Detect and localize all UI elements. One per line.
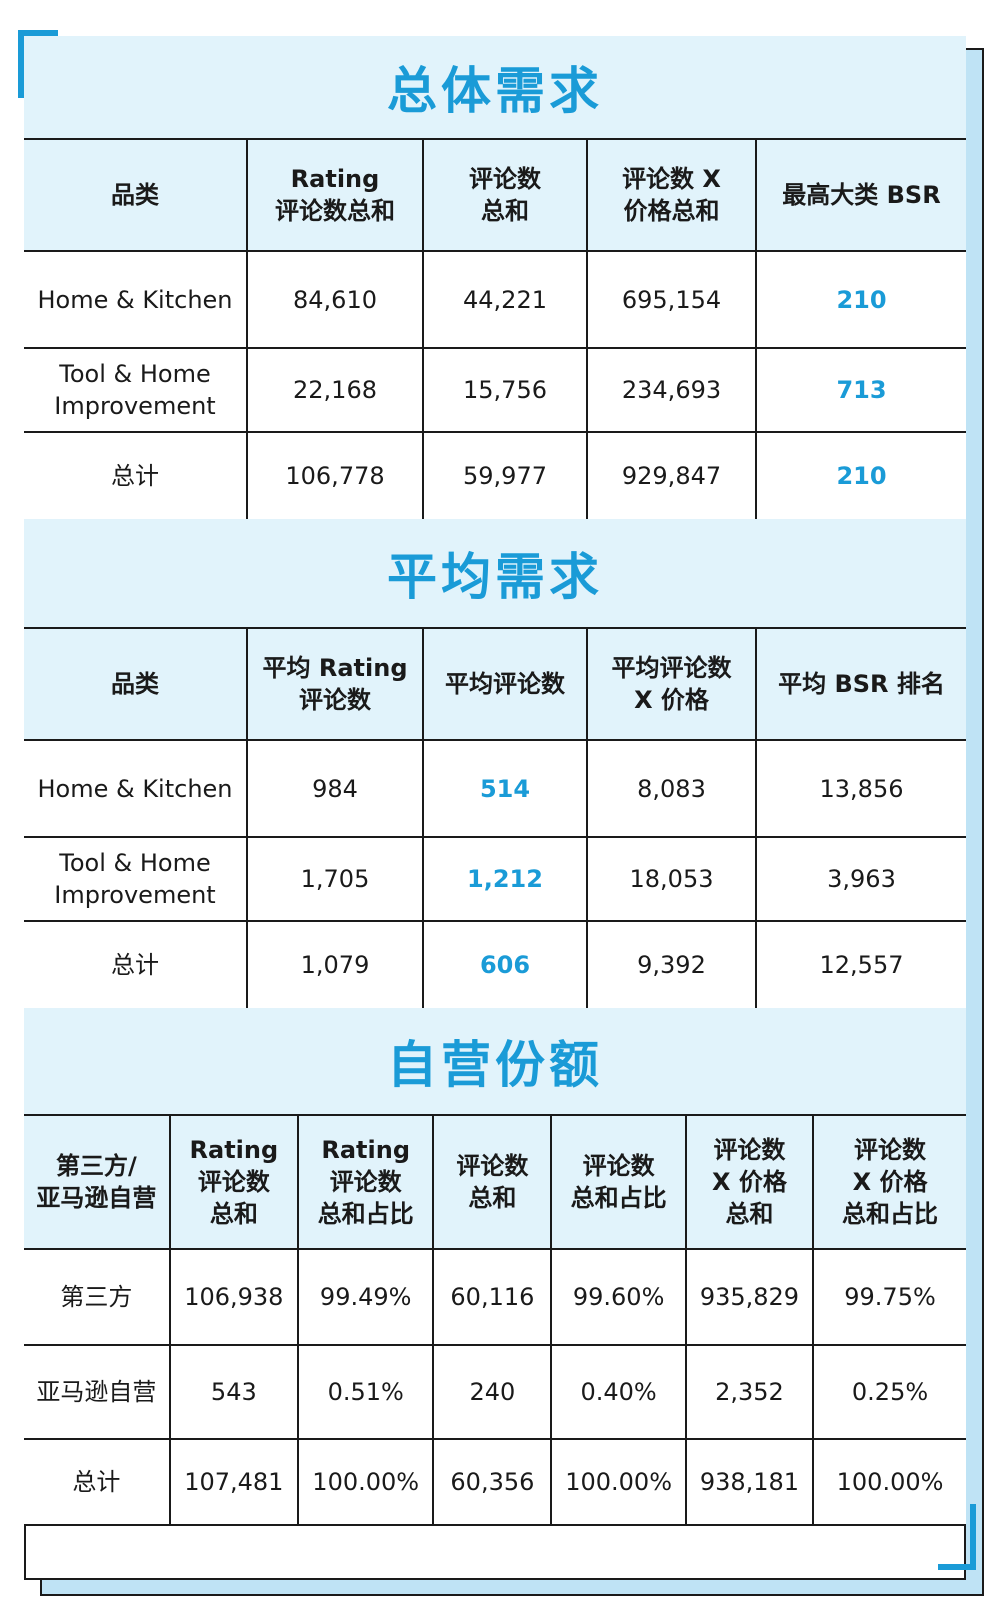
table-header-row: 第三方/ 亚马逊自营 Rating 评论数 总和 Rating 评论数 总和占比…	[24, 1114, 966, 1250]
corner-bracket-top-left	[18, 30, 58, 98]
corner-bracket-bottom-right	[938, 1504, 976, 1570]
column-header: 第三方/ 亚马逊自营	[24, 1114, 171, 1250]
column-header: 品类	[24, 627, 248, 741]
table-cell: 12,557	[755, 920, 966, 1010]
seller-type-cell: 第三方	[24, 1248, 171, 1346]
table-cell: 107,481	[168, 1438, 299, 1526]
seller-type-cell: 亚马逊自营	[24, 1344, 171, 1440]
highlight-cell: 514	[422, 739, 588, 838]
table-header-row: 品类 平均 Rating 评论数 平均评论数 平均评论数 X 价格 平均 BSR…	[24, 627, 966, 741]
column-header: 评论数 总和占比	[550, 1114, 687, 1250]
overall-demand-table: 品类 Rating 评论数总和 评论数 总和 评论数 X 价格总和 最高大类 B…	[24, 138, 966, 521]
highlight-cell: 210	[755, 250, 966, 349]
table-row: Tool & Home Improvement 1,705 1,212 18,0…	[24, 836, 966, 922]
table-row: Tool & Home Improvement 22,168 15,756 23…	[24, 347, 966, 433]
category-cell: 总计	[24, 431, 248, 521]
column-header: Rating 评论数 总和占比	[296, 1114, 435, 1250]
table-cell: 22,168	[246, 347, 424, 433]
column-header: 评论数 X 价格总和	[586, 138, 757, 252]
table-cell: 99.75%	[812, 1248, 966, 1346]
table-cell: 99.60%	[550, 1248, 687, 1346]
table-row-total: 总计 1,079 606 9,392 12,557	[24, 920, 966, 1010]
highlight-cell: 606	[422, 920, 588, 1010]
table-cell: 240	[432, 1344, 553, 1440]
category-cell: 总计	[24, 920, 248, 1010]
table-row: Home & Kitchen 84,610 44,221 695,154 210	[24, 250, 966, 349]
table-cell: 99.49%	[296, 1248, 435, 1346]
category-cell: Tool & Home Improvement	[24, 347, 248, 433]
table-cell: 18,053	[586, 836, 757, 922]
section-title-self-operated-share: 自营份额	[387, 1036, 603, 1094]
table-cell: 695,154	[586, 250, 757, 349]
column-header: 评论数 总和	[432, 1114, 553, 1250]
average-demand-table: 品类 平均 Rating 评论数 平均评论数 平均评论数 X 价格 平均 BSR…	[24, 627, 966, 1010]
table-cell: 44,221	[422, 250, 588, 349]
table-cell: 929,847	[586, 431, 757, 521]
table-cell: 0.40%	[550, 1344, 687, 1440]
section-title-average-demand: 平均需求	[387, 548, 603, 606]
table-cell: 100.00%	[550, 1438, 687, 1526]
highlight-cell: 1,212	[422, 836, 588, 922]
column-header: Rating 评论数总和	[246, 138, 424, 252]
section-header-overall-demand: 总体需求	[24, 36, 966, 140]
table-row: 第三方 106,938 99.49% 60,116 99.60% 935,829…	[24, 1248, 966, 1346]
column-header: 平均 Rating 评论数	[246, 627, 424, 741]
table-cell: 1,705	[246, 836, 424, 922]
table-cell: 60,116	[432, 1248, 553, 1346]
table-cell: 1,079	[246, 920, 424, 1010]
column-header: 平均评论数	[422, 627, 588, 741]
table-cell: 100.00%	[296, 1438, 435, 1526]
table-cell: 984	[246, 739, 424, 838]
table-header-row: 品类 Rating 评论数总和 评论数 总和 评论数 X 价格总和 最高大类 B…	[24, 138, 966, 252]
table-cell: 15,756	[422, 347, 588, 433]
table-cell: 100.00%	[812, 1438, 966, 1526]
table-cell: 3,963	[755, 836, 966, 922]
table-cell: 543	[168, 1344, 299, 1440]
column-header: 评论数 总和	[422, 138, 588, 252]
table-cell: 106,938	[168, 1248, 299, 1346]
section-header-average-demand: 平均需求	[24, 519, 966, 629]
table-row: Home & Kitchen 984 514 8,083 13,856	[24, 739, 966, 838]
table-cell: 106,778	[246, 431, 424, 521]
seller-type-cell: 总计	[24, 1438, 171, 1526]
table-cell: 8,083	[586, 739, 757, 838]
table-cell: 60,356	[432, 1438, 553, 1526]
highlight-cell: 210	[755, 431, 966, 521]
column-header: 评论数 X 价格 总和占比	[812, 1114, 966, 1250]
table-cell: 13,856	[755, 739, 966, 838]
table-cell: 0.51%	[296, 1344, 435, 1440]
table-cell: 84,610	[246, 250, 424, 349]
category-cell: Tool & Home Improvement	[24, 836, 248, 922]
table-cell: 0.25%	[812, 1344, 966, 1440]
table-cell: 59,977	[422, 431, 588, 521]
section-header-self-operated-share: 自营份额	[24, 1008, 966, 1116]
table-row-total: 总计 106,778 59,977 929,847 210	[24, 431, 966, 521]
column-header: 平均 BSR 排名	[755, 627, 966, 741]
category-cell: Home & Kitchen	[24, 250, 248, 349]
table-row: 亚马逊自营 543 0.51% 240 0.40% 2,352 0.25%	[24, 1344, 966, 1440]
table-cell: 234,693	[586, 347, 757, 433]
column-header: 最高大类 BSR	[755, 138, 966, 252]
table-row-total: 总计 107,481 100.00% 60,356 100.00% 938,18…	[24, 1438, 966, 1526]
column-header: 品类	[24, 138, 248, 252]
table-cell: 938,181	[684, 1438, 815, 1526]
column-header: 平均评论数 X 价格	[586, 627, 757, 741]
self-operated-share-table: 第三方/ 亚马逊自营 Rating 评论数 总和 Rating 评论数 总和占比…	[24, 1114, 966, 1526]
highlight-cell: 713	[755, 347, 966, 433]
column-header: 评论数 X 价格 总和	[684, 1114, 815, 1250]
table-cell: 2,352	[684, 1344, 815, 1440]
section-title-overall-demand: 总体需求	[387, 62, 603, 120]
column-header: Rating 评论数 总和	[168, 1114, 299, 1250]
category-cell: Home & Kitchen	[24, 739, 248, 838]
table-cell: 9,392	[586, 920, 757, 1010]
table-cell: 935,829	[684, 1248, 815, 1346]
